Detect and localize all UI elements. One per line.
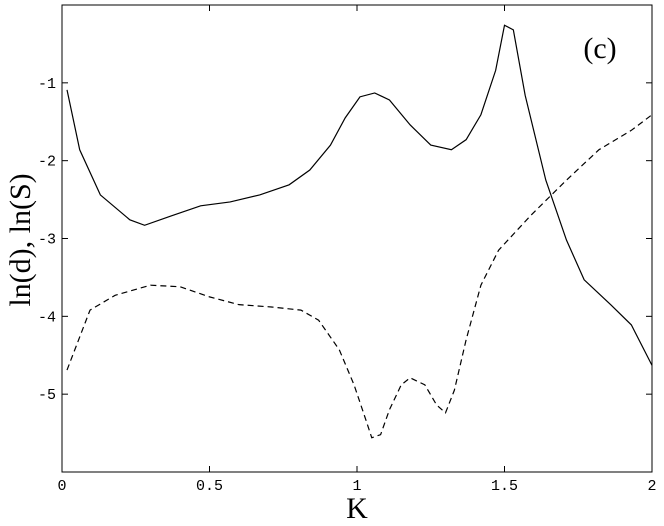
plot-frame: [61, 4, 653, 473]
y-tick-label: -1: [38, 76, 56, 93]
line: [66, 24, 653, 366]
y-tick-label: -5: [38, 387, 56, 404]
line: [66, 114, 653, 439]
y-tick-label: -2: [38, 154, 56, 171]
x-axis-label: K: [346, 492, 368, 525]
y-tick-label: -3: [38, 232, 56, 249]
x-tick-label: 0: [57, 478, 66, 495]
y-tick-label: -4: [38, 309, 56, 326]
x-tick-label: 1: [352, 478, 361, 495]
x-tick-label: 0.5: [196, 478, 223, 495]
x-tick-label: 1.5: [491, 478, 518, 495]
annotation: (c): [583, 32, 616, 65]
x-tick-label: 2: [647, 478, 656, 495]
y-axis-label: ln(d), ln(S): [4, 173, 37, 306]
